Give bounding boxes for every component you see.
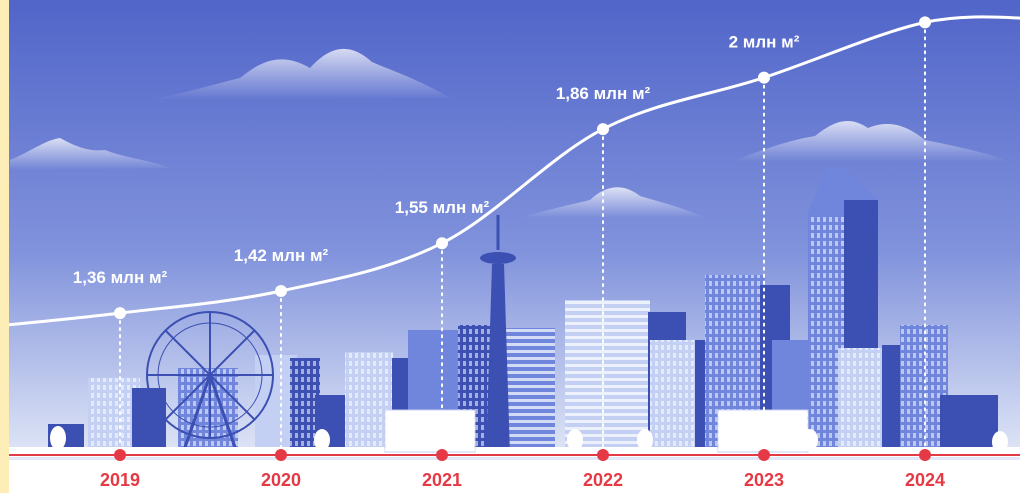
value-label: 2 млн м²	[729, 33, 800, 52]
value-label: 1,36 млн м²	[73, 268, 168, 287]
growth-line	[0, 15, 1020, 328]
year-label: 2024	[905, 470, 945, 490]
ferris-wheel	[146, 311, 274, 457]
year-label: 2021	[422, 470, 462, 490]
data-points	[114, 16, 931, 320]
clouds	[10, 48, 1010, 218]
tower	[480, 215, 516, 456]
x-axis-ticks	[114, 449, 931, 461]
value-guides	[119, 29, 926, 448]
value-label: 1,86 млн м²	[556, 84, 651, 103]
data-point	[275, 285, 287, 298]
tree	[567, 429, 583, 451]
tree	[314, 429, 330, 451]
building	[132, 388, 166, 456]
building	[940, 395, 998, 456]
year-label: 2022	[583, 470, 623, 490]
cloud	[520, 187, 705, 218]
data-point	[114, 307, 126, 320]
axis-tick-dot	[275, 449, 287, 461]
tree	[637, 429, 653, 451]
value-label: 1,55 млн м²	[395, 198, 490, 217]
axis-tick-dot	[597, 449, 609, 461]
data-point	[758, 71, 770, 84]
data-point	[597, 123, 609, 136]
value-labels: 1,36 млн м² 1,42 млн м² 1,55 млн м² 1,86 мл…	[73, 33, 800, 288]
cloud	[10, 138, 170, 170]
ground	[0, 447, 1020, 457]
tree	[992, 431, 1008, 453]
year-label: 2020	[261, 470, 301, 490]
axis-tick-dot	[758, 449, 770, 461]
data-point	[436, 237, 448, 250]
x-axis-labels: 2019 2020 2021 2022 2023 2024	[100, 470, 945, 490]
left-accent-strip	[0, 0, 9, 493]
cloud	[145, 48, 450, 100]
year-label: 2019	[100, 470, 140, 490]
axis-tick-dot	[436, 449, 448, 461]
axis-tick-dot	[919, 449, 931, 461]
tree	[50, 426, 66, 450]
data-point	[919, 16, 931, 29]
axis-tick-dot	[114, 449, 126, 461]
cloud	[732, 121, 1010, 162]
tree	[802, 429, 818, 451]
city-skyline	[0, 168, 1020, 457]
year-label: 2023	[744, 470, 784, 490]
value-label: 1,42 млн м²	[234, 246, 329, 265]
